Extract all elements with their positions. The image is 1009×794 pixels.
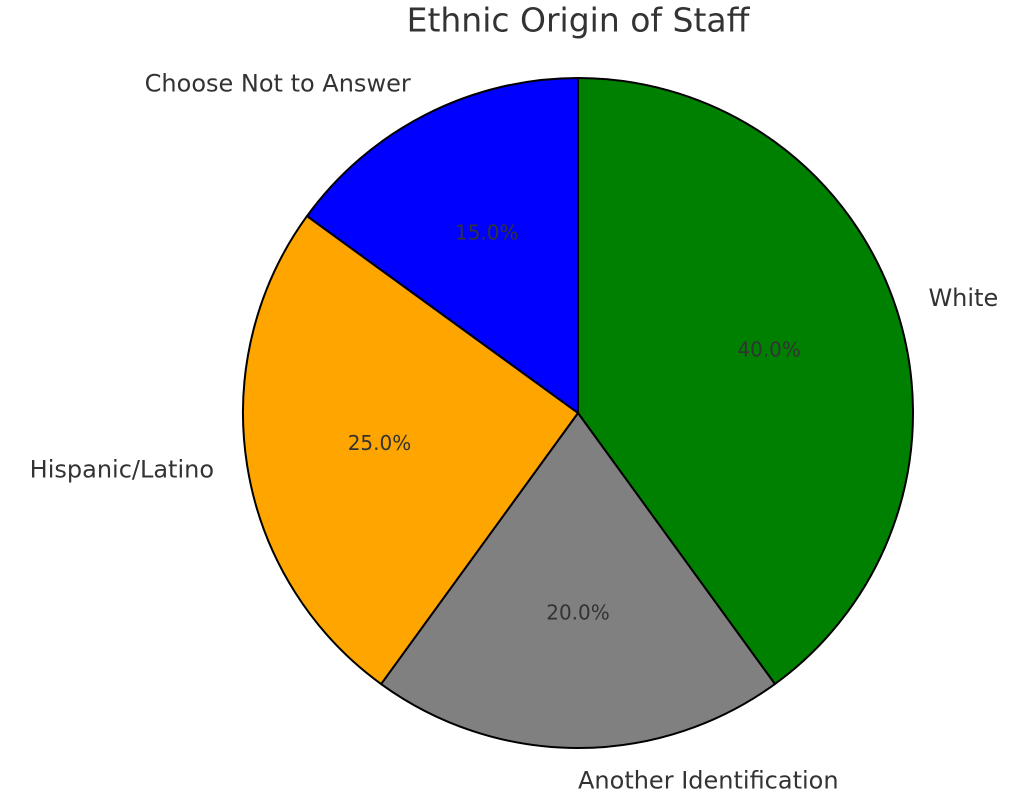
value-label: 15.0% xyxy=(455,220,519,244)
slice-label: Another Identification xyxy=(578,767,839,794)
pie-slice xyxy=(241,215,579,686)
value-label: 25.0% xyxy=(348,431,412,455)
slice-label: Choose Not to Answer xyxy=(145,70,411,98)
slice-label: White xyxy=(928,284,998,312)
slice-label: Hispanic/Latino xyxy=(30,456,214,484)
pie-slice xyxy=(305,77,579,414)
value-label: 20.0% xyxy=(546,601,610,625)
chart-title: Ethnic Origin of Staff xyxy=(407,1,751,40)
pie-slice xyxy=(577,77,915,686)
pie-slice xyxy=(380,412,776,750)
value-label: 40.0% xyxy=(737,337,801,361)
